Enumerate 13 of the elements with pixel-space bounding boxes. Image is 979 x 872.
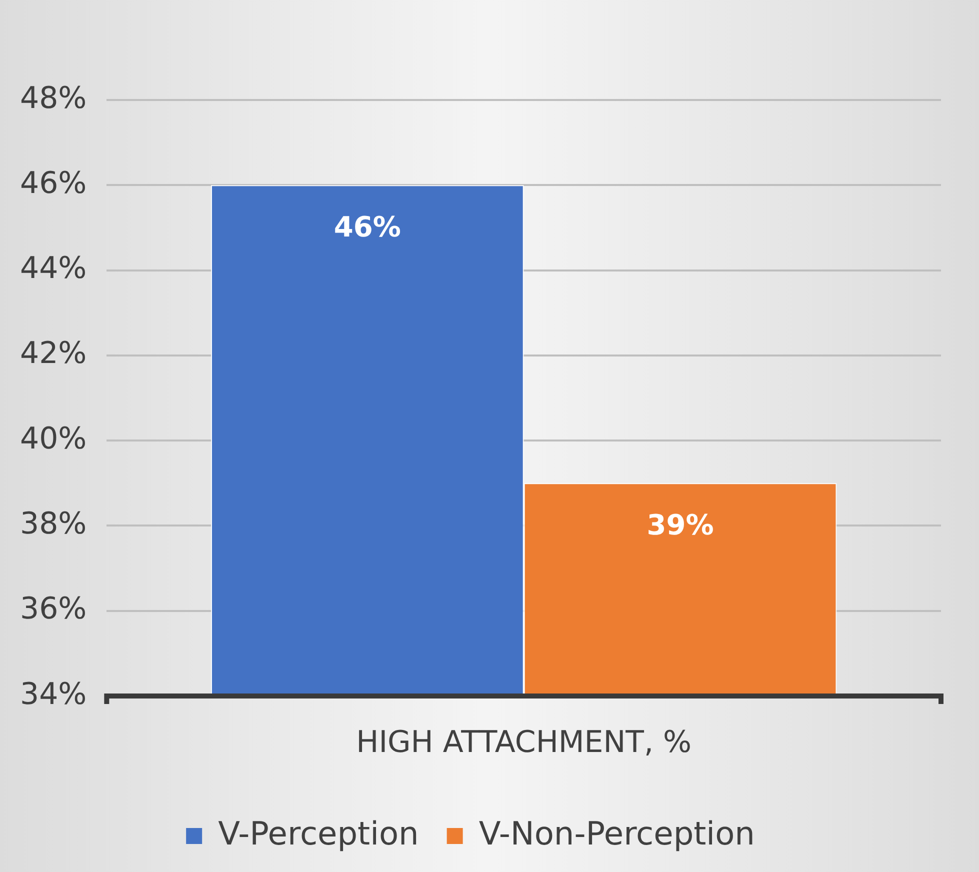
legend-label: V-Perception [218,814,419,852]
y-tick-label: 48% [20,80,87,116]
y-tick-label: 34% [20,676,87,712]
y-tick-label: 46% [20,166,87,201]
y-tick-label: 44% [20,251,87,286]
data-label: 46% [334,210,401,244]
data-label: 39% [646,508,714,542]
legend-label: V-Non-Perception [478,814,755,852]
y-tick-label: 36% [20,592,87,627]
y-tick-label: 42% [20,336,87,372]
y-tick-label: 38% [20,506,87,542]
x-tick-label: HIGH ATTACHMENT, % [356,724,692,760]
y-tick-label: 40% [20,421,87,456]
